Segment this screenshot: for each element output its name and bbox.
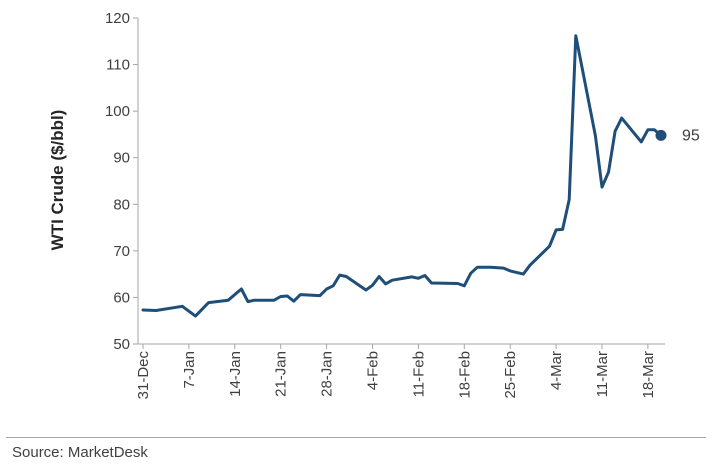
x-tick-label: 11-Mar — [594, 351, 611, 397]
y-tick-label: 90 — [113, 150, 130, 167]
x-tick-label: 4-Mar — [548, 351, 565, 390]
x-axis-ticks: 31-Dec 7-Jan 14-Jan 21-Jan 28-Jan 4-Feb 11-Feb… — [135, 344, 657, 399]
x-tick-label: 18-Mar — [640, 351, 657, 399]
x-tick-label: 14-Jan — [227, 351, 244, 397]
x-tick-label: 7-Jan — [181, 351, 198, 389]
y-axis-label: WTI Crude ($/bbl) — [48, 110, 67, 251]
y-axis-ticks: 50 60 70 80 90 100 110 120 — [105, 10, 138, 353]
source-note: Source: MarketDesk — [12, 444, 148, 461]
x-tick-label: 25-Feb — [502, 351, 519, 399]
y-tick-label: 60 — [113, 289, 130, 306]
y-tick-label: 110 — [106, 57, 130, 74]
series-end-label: 95 — [682, 127, 700, 144]
x-tick-label: 31-Dec — [135, 351, 152, 400]
y-tick-label: 100 — [105, 103, 130, 120]
x-tick-label: 18-Feb — [456, 351, 473, 399]
y-tick-label: 70 — [113, 243, 130, 260]
x-tick-label: 4-Feb — [364, 351, 381, 390]
y-tick-label: 80 — [113, 196, 130, 213]
x-tick-label: 28-Jan — [319, 351, 336, 397]
x-tick-label: 11-Feb — [410, 351, 427, 397]
x-tick-label: 21-Jan — [273, 351, 290, 397]
y-tick-label: 50 — [113, 336, 130, 353]
y-axis-label-group: WTI Crude ($/bbl) — [48, 110, 67, 251]
source-divider — [6, 437, 706, 438]
series-end-marker — [655, 129, 667, 141]
y-tick-label: 120 — [105, 10, 130, 27]
series-group: 95 — [141, 34, 700, 318]
series-line-wti-crude — [141, 34, 663, 318]
